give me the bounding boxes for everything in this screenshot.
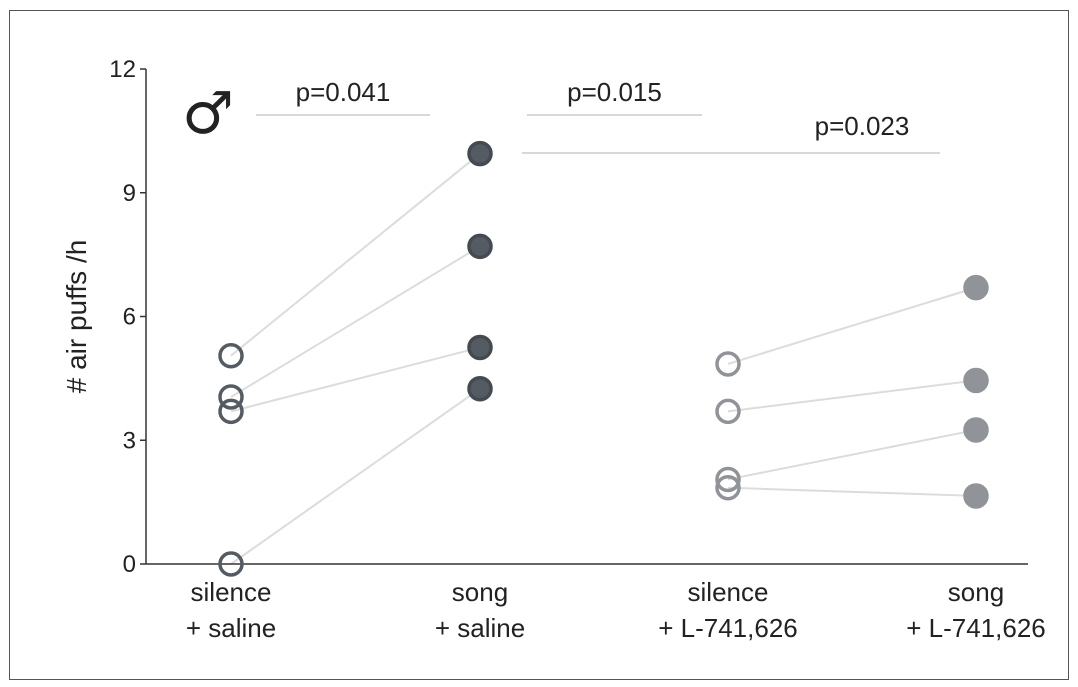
connector-line	[727, 286, 977, 365]
data-point	[715, 398, 741, 425]
y-tick-label: 3	[123, 427, 136, 454]
data-point	[963, 417, 989, 443]
connector-lines	[230, 152, 977, 565]
data-point	[715, 351, 741, 377]
data-point	[715, 474, 741, 501]
data-point	[218, 551, 244, 577]
data-points	[218, 140, 989, 577]
y-axis-title: # air puffs /h	[61, 240, 92, 394]
connector-line	[727, 486, 977, 497]
y-tick-label: 0	[123, 551, 136, 578]
data-point	[963, 274, 989, 301]
chart: 0 3 6 9 12 silence + saline song + saline silence…	[61, 56, 1046, 643]
data-point	[467, 140, 493, 167]
x-category-label: + saline	[186, 613, 276, 643]
data-point	[467, 233, 493, 260]
data-point	[963, 483, 989, 509]
x-category-label: + L-741,626	[658, 613, 798, 643]
connector-line	[230, 346, 481, 413]
data-point	[467, 334, 493, 361]
y-tick-label: 9	[123, 180, 136, 207]
y-tick-label: 6	[123, 304, 136, 331]
x-category-label: song	[948, 577, 1004, 607]
p-value-label: p=0.023	[815, 111, 910, 141]
x-category-label: + saline	[435, 613, 525, 643]
male-symbol: ♂	[182, 79, 234, 147]
data-point	[715, 466, 741, 493]
axes: 0 3 6 9 12 silence + saline song + saline silence…	[61, 56, 1046, 643]
significance-bars: p=0.041 p=0.015 p=0.023	[256, 77, 940, 154]
figure-frame: 0 3 6 9 12 silence + saline song + saline silence…	[9, 10, 1069, 680]
data-point	[218, 342, 244, 369]
data-point	[467, 375, 493, 402]
data-point	[218, 398, 244, 425]
connector-line	[230, 152, 481, 357]
y-tick-label: 12	[109, 56, 136, 83]
connector-line	[230, 245, 481, 398]
p-value-label: p=0.041	[296, 77, 391, 107]
x-category-label: song	[452, 577, 508, 607]
connector-line	[727, 379, 977, 413]
connector-line	[727, 428, 977, 481]
x-category-label: silence	[191, 577, 272, 607]
data-point	[963, 367, 989, 394]
x-category-label: + L-741,626	[906, 613, 1046, 643]
data-point	[218, 384, 244, 410]
p-value-label: p=0.015	[567, 77, 662, 107]
connector-line	[230, 387, 481, 565]
x-category-label: silence	[688, 577, 769, 607]
